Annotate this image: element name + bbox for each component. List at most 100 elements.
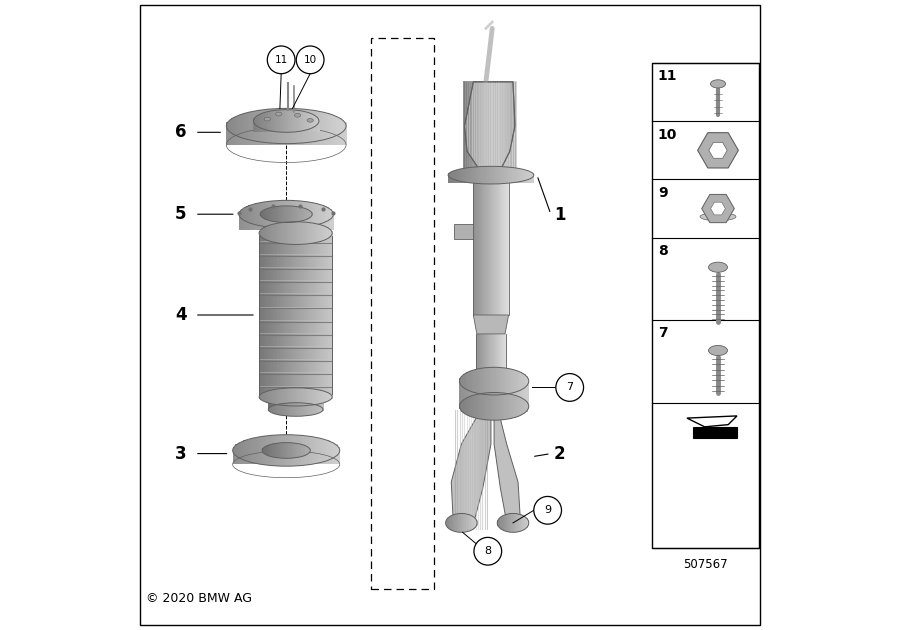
- Bar: [264, 233, 266, 397]
- Bar: [291, 110, 293, 132]
- Bar: [260, 110, 263, 142]
- Bar: [260, 450, 264, 464]
- Bar: [467, 81, 469, 170]
- Bar: [278, 435, 282, 466]
- Bar: [321, 408, 324, 411]
- Bar: [291, 214, 295, 230]
- Bar: [305, 209, 308, 219]
- Bar: [508, 369, 510, 394]
- Bar: [277, 404, 280, 415]
- Bar: [310, 223, 312, 243]
- Bar: [273, 435, 276, 466]
- Bar: [478, 81, 480, 170]
- Bar: [292, 206, 293, 222]
- Bar: [513, 370, 516, 392]
- Bar: [517, 396, 519, 416]
- Bar: [230, 126, 233, 145]
- Bar: [321, 391, 324, 403]
- Bar: [246, 113, 248, 139]
- Bar: [526, 170, 528, 180]
- Bar: [238, 115, 241, 137]
- Bar: [299, 397, 301, 410]
- Bar: [238, 126, 242, 145]
- Bar: [286, 443, 288, 458]
- Bar: [459, 175, 462, 183]
- Bar: [302, 388, 303, 406]
- Bar: [472, 370, 474, 392]
- Bar: [253, 111, 256, 141]
- Bar: [292, 403, 294, 416]
- Bar: [473, 381, 476, 406]
- Bar: [265, 392, 267, 402]
- Bar: [268, 391, 271, 403]
- Bar: [504, 381, 507, 406]
- Bar: [494, 81, 496, 170]
- Bar: [510, 81, 512, 170]
- Bar: [294, 435, 298, 466]
- Bar: [508, 167, 511, 183]
- Bar: [290, 222, 292, 244]
- Bar: [290, 206, 292, 222]
- Bar: [323, 226, 326, 240]
- Bar: [292, 443, 295, 458]
- Bar: [298, 403, 300, 416]
- Bar: [318, 450, 321, 464]
- Bar: [264, 113, 266, 129]
- Bar: [525, 175, 527, 183]
- Bar: [316, 389, 319, 404]
- Bar: [303, 403, 305, 416]
- Bar: [314, 404, 317, 415]
- Bar: [318, 111, 320, 141]
- Bar: [280, 397, 282, 410]
- Bar: [491, 81, 492, 170]
- Bar: [481, 394, 482, 419]
- Bar: [313, 233, 315, 397]
- Bar: [286, 435, 290, 466]
- Bar: [477, 81, 479, 170]
- Bar: [514, 175, 517, 183]
- Bar: [316, 397, 318, 410]
- Bar: [282, 126, 285, 145]
- Bar: [256, 203, 258, 225]
- Bar: [324, 207, 327, 222]
- Bar: [304, 445, 306, 455]
- Bar: [517, 381, 518, 406]
- Bar: [340, 126, 344, 145]
- Bar: [515, 370, 518, 392]
- Bar: [277, 206, 280, 222]
- Bar: [275, 404, 278, 415]
- Bar: [509, 513, 512, 532]
- Bar: [453, 171, 455, 180]
- Bar: [248, 439, 252, 462]
- Bar: [316, 224, 319, 243]
- Bar: [328, 450, 332, 464]
- Bar: [483, 334, 485, 381]
- Bar: [506, 183, 508, 315]
- Bar: [301, 121, 304, 132]
- Bar: [307, 222, 309, 244]
- Bar: [298, 207, 301, 221]
- Bar: [468, 372, 471, 391]
- Bar: [464, 399, 467, 414]
- Bar: [255, 117, 257, 125]
- Bar: [468, 397, 471, 416]
- Bar: [280, 110, 282, 132]
- Bar: [322, 233, 324, 397]
- Bar: [304, 112, 307, 130]
- Bar: [283, 121, 285, 132]
- Bar: [238, 450, 241, 464]
- Bar: [515, 513, 517, 532]
- Bar: [305, 446, 308, 455]
- Bar: [293, 108, 296, 144]
- Bar: [478, 183, 480, 315]
- Bar: [251, 126, 255, 145]
- Bar: [320, 406, 322, 413]
- Bar: [314, 115, 316, 127]
- Bar: [244, 450, 247, 464]
- Bar: [492, 367, 495, 395]
- Bar: [512, 81, 514, 170]
- Bar: [290, 403, 292, 416]
- Bar: [515, 381, 517, 406]
- Bar: [489, 392, 491, 420]
- Bar: [343, 126, 346, 145]
